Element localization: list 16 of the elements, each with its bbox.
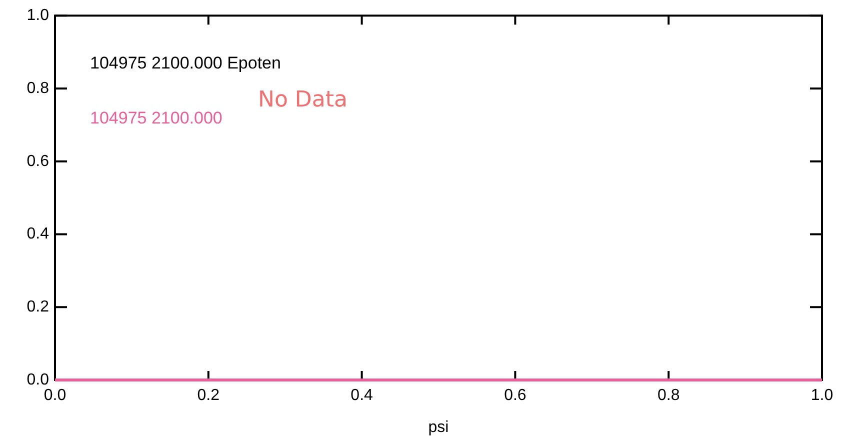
annotation: 104975 2100.000 Epoten [90, 53, 281, 72]
x-tick-label: 0.0 [44, 387, 66, 404]
y-tick-label: 0.0 [26, 371, 50, 388]
annotation: No Data [258, 87, 348, 112]
x-axis-title: psi [428, 418, 449, 436]
y-tick-label: 1.0 [26, 7, 50, 24]
x-tick-label: 0.8 [657, 387, 680, 404]
x-tick-label: 0.2 [197, 387, 220, 404]
y-tick-label: 0.4 [26, 226, 50, 243]
x-tick-label: 0.6 [504, 387, 526, 404]
y-tick-label: 0.6 [26, 152, 50, 170]
text: 104975 2100.000 [90, 108, 222, 128]
x-tick-label: 1.0 [810, 387, 834, 404]
y-tick-label: 0.2 [26, 298, 50, 316]
x-tick-label: 0.4 [350, 387, 374, 404]
y-tick-label: 0.8 [26, 80, 50, 97]
